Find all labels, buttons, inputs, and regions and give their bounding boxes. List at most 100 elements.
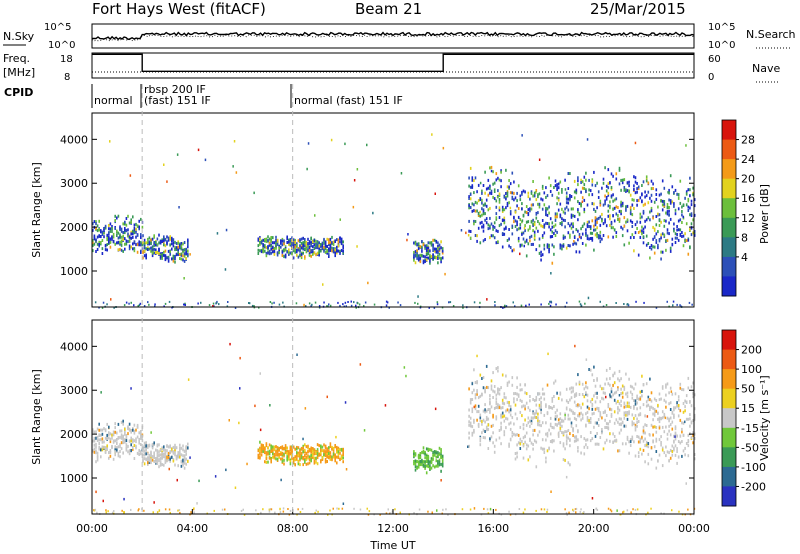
data-cell: [143, 457, 146, 461]
data-cell: [334, 251, 336, 255]
data-cell: [503, 232, 506, 236]
data-cell: [609, 200, 611, 204]
data-cell: [92, 244, 94, 247]
data-cell: [161, 454, 163, 458]
data-cell: [187, 245, 189, 249]
data-cell: [179, 455, 181, 459]
data-cell: [273, 251, 276, 255]
data-cell: [668, 206, 670, 209]
data-cell: [557, 208, 560, 212]
data-cell: [685, 192, 688, 196]
data-cell: [342, 249, 344, 253]
data-cell: [578, 250, 581, 254]
data-cell: [180, 446, 183, 450]
data-cell: [281, 459, 284, 463]
data-cell: [108, 431, 110, 435]
data-cell: [532, 429, 534, 433]
data-cell: [650, 247, 653, 251]
data-cell: [332, 240, 335, 244]
data-cell: [321, 445, 324, 449]
data-cell: [561, 431, 563, 434]
data-cell: [554, 379, 557, 383]
data-cell: [414, 242, 417, 246]
data-cell: [158, 252, 160, 255]
data-cell: [506, 191, 509, 195]
data-cell: [433, 238, 436, 242]
data-cell: [550, 300, 552, 303]
data-cell: [564, 211, 566, 215]
data-cell: [533, 439, 536, 443]
data-cell: [535, 216, 538, 220]
data-cell: [690, 199, 693, 203]
data-cell: [479, 394, 482, 398]
data-cell: [166, 444, 168, 448]
data-cell: [513, 397, 515, 401]
data-cell: [489, 236, 491, 240]
data-cell: [482, 223, 485, 227]
data-cell: [527, 444, 530, 448]
data-cell: [388, 306, 390, 309]
data-cell: [142, 457, 144, 461]
data-cell: [551, 225, 554, 229]
data-cell: [605, 426, 608, 429]
data-cell: [143, 441, 146, 445]
data-cell: [505, 409, 507, 413]
data-cell: [305, 457, 308, 461]
data-cell: [148, 457, 151, 461]
data-cell: [471, 176, 474, 180]
data-cell: [685, 400, 688, 404]
data-cell: [307, 249, 309, 253]
data-cell: [344, 401, 347, 404]
data-cell: [94, 508, 97, 511]
data-cell: [548, 205, 550, 209]
colorbar-tick-label: -100: [741, 461, 766, 474]
data-cell: [291, 456, 293, 460]
data-cell: [473, 301, 476, 304]
data-cell: [445, 508, 447, 511]
data-cell: [339, 457, 341, 461]
data-cell: [253, 305, 255, 308]
data-cell: [612, 432, 614, 436]
data-cell: [179, 511, 181, 514]
data-cell: [276, 457, 279, 461]
data-cell: [132, 232, 134, 236]
data-cell: [541, 447, 544, 451]
data-cell: [549, 416, 552, 420]
data-cell: [259, 446, 261, 450]
data-cell: [128, 302, 130, 305]
data-cell: [673, 413, 675, 417]
data-cell: [615, 205, 618, 209]
data-cell: [626, 411, 629, 414]
data-cell: [476, 380, 478, 384]
data-cell: [556, 391, 558, 395]
data-cell: [508, 179, 510, 182]
data-cell: [100, 428, 102, 432]
data-cell: [96, 248, 99, 251]
data-cell: [289, 460, 292, 463]
data-cell: [581, 186, 584, 190]
data-cell: [621, 204, 624, 208]
data-cell: [328, 454, 330, 458]
data-cell: [497, 389, 499, 393]
data-cell: [142, 256, 144, 260]
data-cell: [679, 409, 682, 413]
xtick-label: 00:00: [76, 522, 108, 535]
data-cell: [520, 304, 523, 307]
data-cell: [305, 455, 308, 459]
data-cell: [102, 301, 105, 304]
data-cell: [516, 223, 518, 227]
data-cell: [565, 435, 568, 439]
data-cell: [104, 226, 107, 230]
data-cell: [284, 255, 287, 259]
data-cell: [182, 250, 184, 254]
data-cell: [565, 195, 568, 199]
data-cell: [296, 457, 298, 461]
data-cell: [553, 381, 555, 385]
data-cell: [577, 446, 579, 450]
data-cell: [289, 239, 292, 243]
data-cell: [342, 449, 344, 453]
data-cell: [579, 510, 582, 513]
data-cell: [147, 452, 149, 456]
data-cell: [682, 421, 685, 425]
data-cell: [479, 221, 482, 225]
